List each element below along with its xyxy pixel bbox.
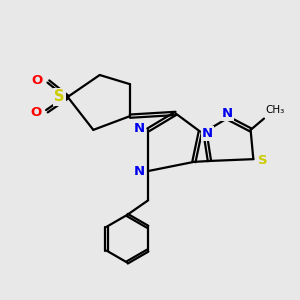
Text: N: N [134, 164, 145, 178]
Text: N: N [202, 127, 213, 140]
Text: S: S [54, 89, 65, 104]
Text: N: N [222, 107, 233, 120]
Text: O: O [30, 106, 41, 119]
Text: N: N [134, 122, 145, 135]
Text: S: S [258, 154, 267, 167]
Text: O: O [32, 74, 43, 86]
Text: CH₃: CH₃ [266, 105, 285, 115]
